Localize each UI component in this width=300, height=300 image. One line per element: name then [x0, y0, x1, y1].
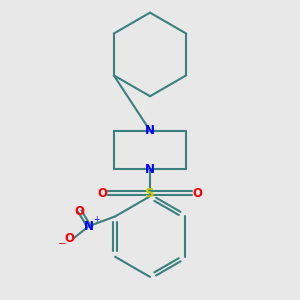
Text: N: N	[84, 220, 94, 232]
Text: O: O	[97, 187, 107, 200]
Text: O: O	[75, 205, 85, 218]
Text: O: O	[193, 187, 203, 200]
Text: O: O	[64, 232, 74, 244]
Text: +: +	[93, 215, 99, 224]
Text: N: N	[145, 124, 155, 137]
Text: S: S	[145, 187, 155, 200]
Text: N: N	[145, 163, 155, 176]
Text: −: −	[58, 239, 66, 249]
